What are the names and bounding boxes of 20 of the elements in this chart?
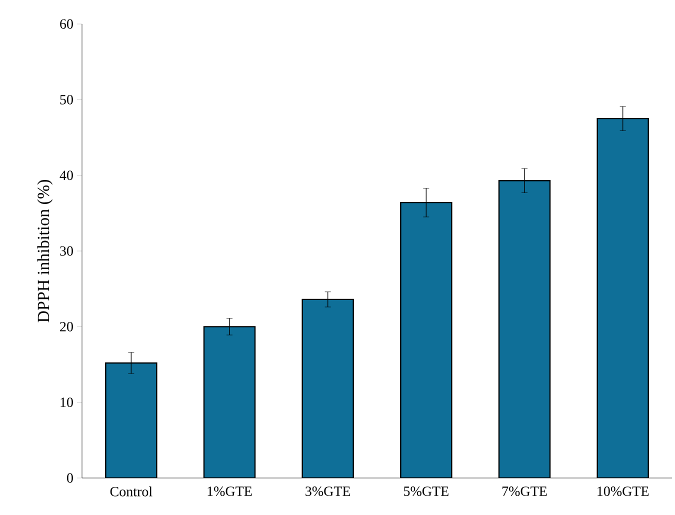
x-tick-label: Control — [110, 486, 152, 496]
bar — [203, 326, 256, 478]
y-tick-label: 10 — [60, 398, 73, 408]
bar — [105, 362, 158, 478]
bar — [498, 180, 551, 478]
y-tick-label: 50 — [60, 94, 73, 104]
y-tick-label: 20 — [60, 322, 73, 332]
x-tick-label: 1%GTE — [208, 486, 252, 496]
bar — [400, 202, 452, 478]
x-tick-label: 10%GTE — [598, 486, 649, 496]
y-tick-label: 0 — [67, 473, 73, 483]
x-tick-label: 5%GTE — [404, 486, 448, 496]
x-tick-label: 7%GTE — [502, 486, 547, 496]
y-tick-label: 40 — [60, 170, 73, 180]
x-tick-label: 3%GTE — [306, 486, 350, 496]
y-tick-label: 60 — [60, 19, 73, 29]
y-axis-title: DPPH inhibition (%) — [37, 180, 53, 322]
y-tick-label: 30 — [60, 246, 73, 256]
bar — [596, 118, 649, 478]
bar — [302, 298, 354, 478]
